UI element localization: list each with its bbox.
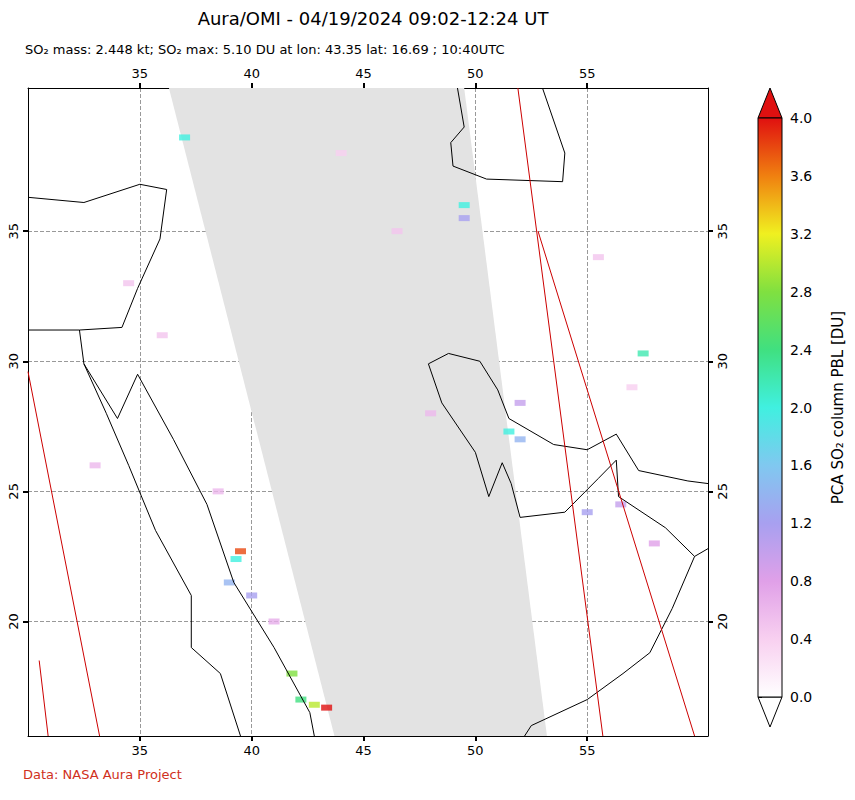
svg-text:3.2: 3.2 — [790, 226, 812, 242]
svg-text:45: 45 — [355, 743, 372, 758]
svg-text:4.0: 4.0 — [790, 110, 812, 126]
svg-text:50: 50 — [467, 66, 484, 81]
svg-text:0.0: 0.0 — [790, 689, 812, 705]
svg-text:0.4: 0.4 — [790, 631, 812, 647]
svg-text:30: 30 — [715, 353, 730, 370]
svg-text:2.0: 2.0 — [790, 400, 812, 416]
svg-text:35: 35 — [132, 66, 149, 81]
svg-text:1.6: 1.6 — [790, 457, 812, 473]
svg-text:55: 55 — [579, 743, 596, 758]
svg-text:20: 20 — [6, 613, 21, 630]
svg-text:1.2: 1.2 — [790, 515, 812, 531]
svg-text:20: 20 — [715, 613, 730, 630]
svg-text:35: 35 — [715, 223, 730, 240]
svg-text:3.6: 3.6 — [790, 168, 812, 184]
svg-text:45: 45 — [355, 66, 372, 81]
svg-text:25: 25 — [6, 483, 21, 500]
svg-text:25: 25 — [715, 483, 730, 500]
svg-text:40: 40 — [243, 66, 260, 81]
svg-text:55: 55 — [579, 66, 596, 81]
svg-text:35: 35 — [132, 743, 149, 758]
svg-text:Data: NASA Aura Project: Data: NASA Aura Project — [23, 767, 182, 782]
svg-text:30: 30 — [6, 353, 21, 370]
svg-text:40: 40 — [243, 743, 260, 758]
svg-text:2.8: 2.8 — [790, 284, 812, 300]
svg-text:PCA SO₂ column PBL [DU]: PCA SO₂ column PBL [DU] — [829, 311, 847, 504]
svg-text:50: 50 — [467, 743, 484, 758]
svg-text:SO₂ mass: 2.448 kt; SO₂ max: 5: SO₂ mass: 2.448 kt; SO₂ max: 5.10 DU at … — [25, 42, 505, 57]
svg-text:35: 35 — [6, 223, 21, 240]
svg-text:2.4: 2.4 — [790, 342, 812, 358]
svg-text:0.8: 0.8 — [790, 573, 812, 589]
svg-text:Aura/OMI - 04/19/2024 09:02-12: Aura/OMI - 04/19/2024 09:02-12:24 UT — [198, 8, 550, 29]
